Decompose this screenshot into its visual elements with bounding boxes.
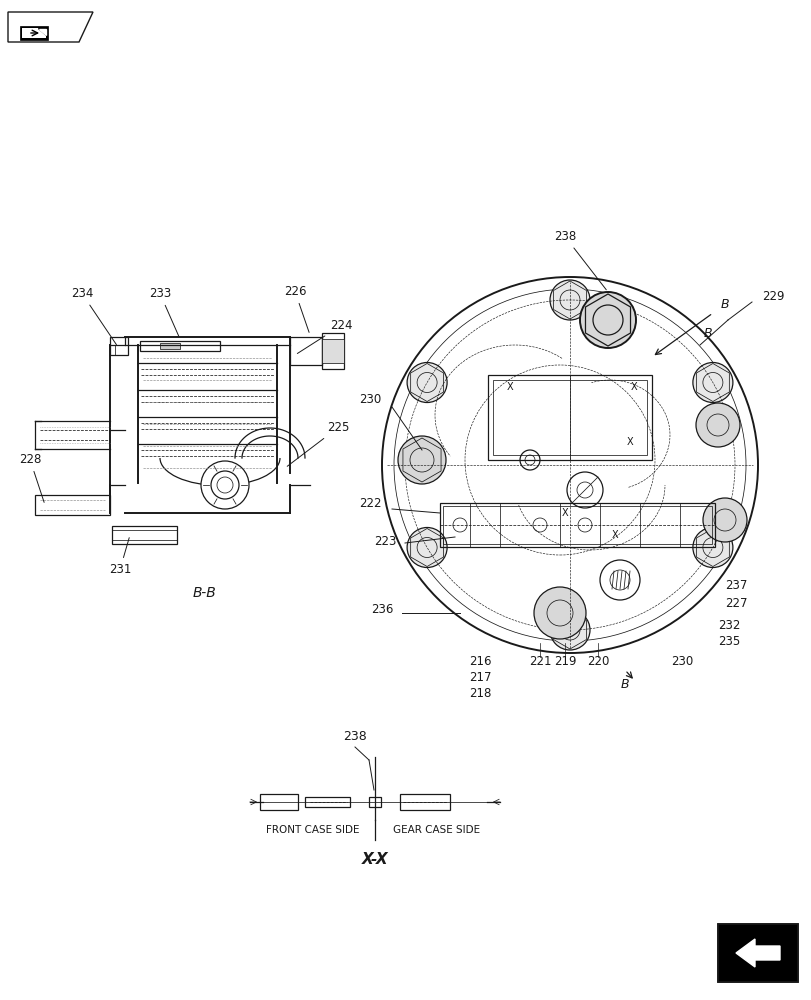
Bar — [322, 339, 344, 363]
Text: B: B — [720, 298, 728, 312]
Text: 234: 234 — [71, 287, 116, 345]
Circle shape — [549, 610, 590, 650]
Text: 222: 222 — [358, 497, 381, 510]
Text: 218: 218 — [468, 687, 491, 700]
Polygon shape — [732, 937, 782, 969]
Circle shape — [381, 277, 757, 653]
Text: 219: 219 — [553, 655, 576, 668]
Bar — [112, 530, 177, 540]
Text: 238: 238 — [343, 730, 367, 743]
Text: X: X — [626, 437, 633, 447]
Text: 227: 227 — [724, 597, 747, 610]
Bar — [492, 380, 646, 455]
Bar — [400, 794, 449, 810]
Text: 228: 228 — [19, 453, 44, 502]
Text: X: X — [630, 382, 637, 392]
Circle shape — [692, 362, 732, 402]
Circle shape — [397, 436, 445, 484]
Polygon shape — [767, 945, 782, 961]
Text: FRONT CASE SIDE: FRONT CASE SIDE — [266, 825, 359, 835]
Text: 232: 232 — [717, 619, 740, 632]
Bar — [305, 797, 350, 807]
Circle shape — [406, 362, 447, 402]
Text: 224: 224 — [297, 319, 352, 354]
Text: 216: 216 — [468, 655, 491, 668]
Bar — [290, 337, 322, 365]
Circle shape — [579, 292, 635, 348]
Text: 235: 235 — [717, 635, 740, 648]
Circle shape — [692, 528, 732, 568]
Bar — [22, 28, 46, 38]
Text: 231: 231 — [109, 538, 131, 576]
Circle shape — [549, 280, 590, 320]
Text: 237: 237 — [724, 579, 746, 592]
Bar — [443, 506, 711, 544]
Text: X: X — [506, 382, 513, 392]
Text: 230: 230 — [358, 393, 380, 406]
Bar — [139, 341, 220, 351]
Text: 217: 217 — [468, 671, 491, 684]
Circle shape — [599, 560, 639, 600]
Bar — [112, 526, 177, 544]
Text: B-B: B-B — [193, 586, 217, 600]
Polygon shape — [38, 28, 46, 35]
Text: 223: 223 — [373, 535, 396, 548]
Text: 236: 236 — [371, 603, 393, 616]
Bar — [160, 343, 180, 349]
Text: X: X — [561, 508, 568, 518]
Bar — [20, 26, 48, 40]
Bar — [487, 375, 651, 460]
Text: 226: 226 — [283, 285, 309, 332]
Text: 229: 229 — [761, 290, 783, 303]
Bar — [322, 333, 344, 369]
Circle shape — [702, 498, 746, 542]
Bar — [717, 924, 797, 982]
Text: 233: 233 — [148, 287, 178, 336]
Text: B: B — [703, 327, 711, 340]
Bar — [109, 337, 128, 355]
Circle shape — [695, 403, 739, 447]
Bar — [260, 794, 298, 810]
Text: GEAR CASE SIDE: GEAR CASE SIDE — [393, 825, 480, 835]
Text: B: B — [620, 678, 629, 692]
Bar — [35, 495, 109, 515]
Text: 238: 238 — [553, 230, 606, 290]
Text: 220: 220 — [586, 655, 608, 668]
Circle shape — [406, 528, 447, 568]
Bar — [717, 924, 797, 982]
Text: 230: 230 — [670, 655, 693, 668]
Bar — [440, 503, 714, 547]
Polygon shape — [39, 29, 46, 35]
Polygon shape — [735, 939, 779, 967]
Circle shape — [201, 461, 249, 509]
Circle shape — [534, 587, 586, 639]
Text: X-X: X-X — [361, 852, 388, 867]
Text: X: X — [611, 530, 617, 540]
Text: 225: 225 — [287, 421, 349, 466]
Text: 221: 221 — [528, 655, 551, 668]
Bar — [368, 797, 380, 807]
